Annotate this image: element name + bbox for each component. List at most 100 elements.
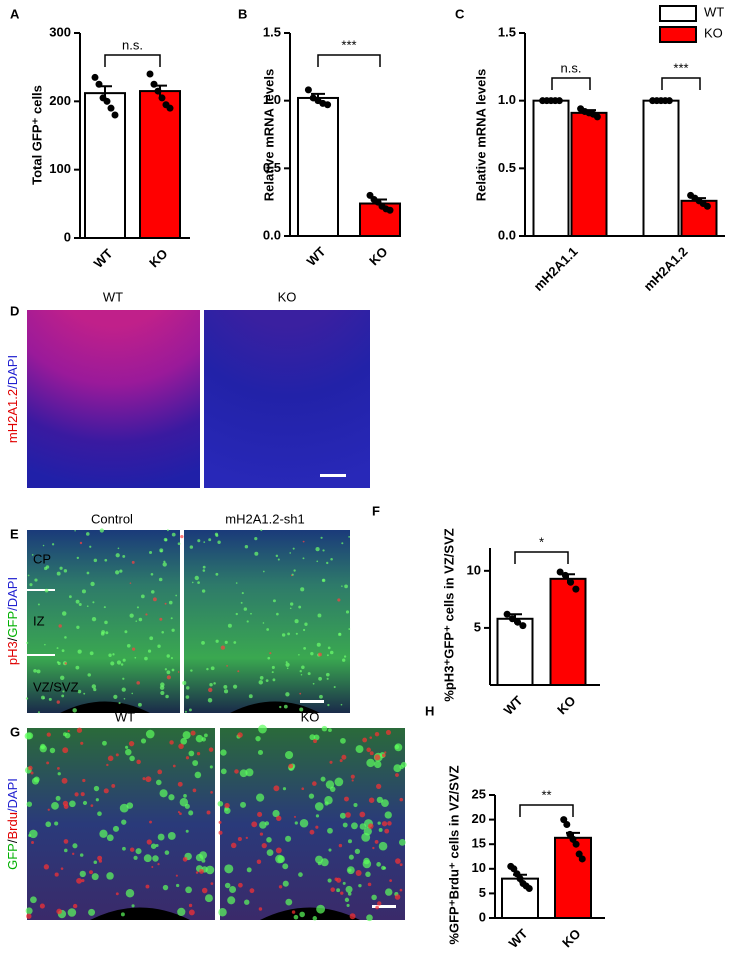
cell — [254, 537, 258, 541]
cell — [383, 866, 387, 870]
region-label: CP — [33, 551, 51, 566]
cell — [258, 724, 267, 734]
cell — [164, 602, 167, 605]
significance-bracket — [551, 77, 591, 90]
cell — [37, 711, 40, 714]
cell — [285, 898, 293, 906]
cell — [46, 761, 50, 765]
data-point — [572, 585, 580, 593]
cell — [147, 649, 152, 653]
cell — [376, 796, 383, 804]
cell — [257, 811, 263, 817]
cell — [61, 649, 65, 653]
cell — [329, 650, 334, 655]
cell — [376, 783, 382, 789]
cell — [62, 690, 65, 693]
data-point — [146, 70, 154, 78]
cell — [362, 737, 368, 743]
cell — [189, 545, 194, 549]
cell — [166, 529, 169, 532]
cell — [87, 673, 91, 677]
cell — [131, 560, 135, 564]
cell — [97, 855, 103, 861]
cell — [319, 694, 323, 699]
cell — [293, 815, 297, 818]
scale-bar — [320, 474, 346, 477]
cell — [86, 571, 90, 575]
cell — [49, 747, 56, 754]
cell — [325, 780, 335, 789]
cell — [361, 832, 371, 842]
cell — [299, 819, 309, 828]
cell — [246, 620, 249, 623]
cell — [215, 572, 219, 576]
cell — [207, 698, 213, 703]
cell — [326, 654, 329, 657]
y-tick-label: 10 — [472, 860, 486, 875]
cell — [26, 641, 29, 644]
cell — [122, 554, 126, 558]
data-point — [572, 840, 580, 848]
micrograph — [204, 310, 370, 488]
cell — [271, 665, 275, 669]
cell — [272, 809, 280, 818]
bar — [642, 99, 680, 237]
cell — [339, 812, 346, 819]
cell — [56, 766, 60, 770]
cell — [312, 916, 318, 921]
cell — [237, 732, 243, 738]
cell — [224, 640, 228, 644]
cell — [315, 825, 319, 829]
cell — [328, 728, 332, 733]
cell — [81, 879, 85, 883]
cell — [201, 589, 206, 593]
legend-swatch — [659, 26, 697, 43]
cell — [64, 636, 67, 639]
cell — [33, 776, 40, 783]
cell — [145, 729, 155, 739]
cell — [77, 689, 82, 694]
cell — [302, 628, 306, 632]
cell — [74, 792, 79, 797]
cell — [313, 734, 320, 741]
legend-label: WT — [704, 4, 724, 19]
significance-bracket — [661, 77, 701, 90]
y-axis-label: %pH3⁺GFP⁺ cells in VZ/SVZ — [441, 528, 456, 701]
cell — [275, 847, 282, 854]
cell — [91, 873, 99, 881]
cell — [346, 903, 350, 907]
cell — [93, 687, 97, 692]
cell — [342, 658, 346, 662]
cell — [336, 888, 341, 893]
panel-letter: H — [425, 703, 434, 718]
cell — [325, 672, 330, 677]
cell — [321, 578, 326, 583]
cell — [185, 829, 189, 833]
cell — [233, 641, 237, 644]
cell — [342, 881, 346, 885]
cell — [300, 587, 305, 592]
significance-label: n.s. — [561, 60, 582, 75]
cell — [338, 843, 343, 848]
cell — [348, 854, 354, 860]
bar — [84, 92, 126, 239]
cell — [299, 670, 302, 673]
cell — [347, 839, 353, 844]
data-point — [111, 111, 119, 119]
cell — [85, 532, 90, 536]
cell — [366, 758, 375, 768]
cell — [238, 882, 243, 888]
bar — [532, 99, 570, 237]
cell — [301, 665, 305, 670]
stain-label: GFP/Brdu/DAPI — [5, 778, 20, 870]
cell — [131, 692, 134, 695]
cell — [121, 687, 126, 692]
cell — [302, 557, 305, 560]
x-tick-label: WT — [304, 244, 329, 269]
cell — [251, 821, 258, 828]
cell — [185, 886, 192, 894]
cell — [76, 877, 82, 884]
cell — [90, 804, 94, 807]
cell — [237, 670, 240, 673]
cell — [72, 843, 78, 849]
